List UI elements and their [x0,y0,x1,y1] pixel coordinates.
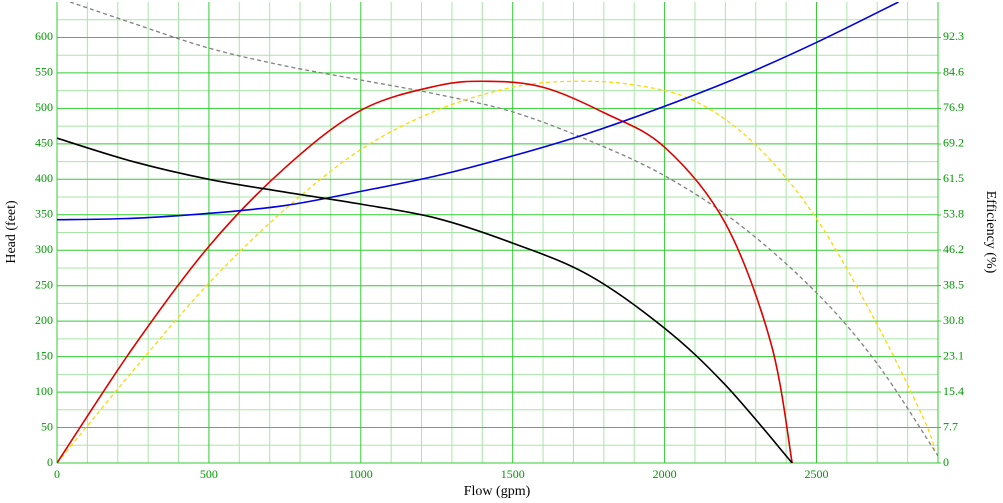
y-tick-label: 200 [35,313,53,327]
series-line [69,2,938,457]
y2-tick-label: 92.3 [943,29,964,43]
x-axis-label: Flow (gpm) [464,484,531,499]
y2-tick-label: 30.8 [943,313,964,327]
y2-tick-label: 69.2 [943,136,964,150]
x-tick-label: 1500 [501,467,525,481]
series-line [57,80,936,463]
y-tick-label: 0 [47,455,53,469]
y-tick-label: 100 [35,384,53,398]
y-tick-label: 250 [35,277,53,291]
series-line [57,2,899,221]
x-tick-label: 2000 [653,467,677,481]
y2-tick-label: 76.9 [943,100,964,114]
labels: 0 500 1000 1500 2000 2500 0 50 100 150 200 250 300 35… [35,29,964,481]
y2-axis-label: Efficiency (%) [983,191,998,274]
y2-tick-label: 46.2 [943,242,964,256]
y-tick-label: 150 [35,348,53,362]
y2-tick-label: 7.7 [943,419,958,433]
x-tick-label: 1000 [349,467,373,481]
series-line [57,80,793,463]
y2-tick-label: 0 [943,455,949,469]
y-tick-label: 500 [35,100,53,114]
y-tick-label: 600 [35,29,53,43]
y2-tick-label: 53.8 [943,207,964,221]
y2-tick-label: 15.4 [943,384,964,398]
y-tick-label: 400 [35,171,53,185]
y-tick-label: 550 [35,65,53,79]
y2-tick-label: 38.5 [943,277,964,291]
x-tick-label: 2500 [804,467,828,481]
y-tick-label: 300 [35,242,53,256]
y-tick-label: 450 [35,136,53,150]
x-tick-label: 0 [54,467,60,481]
y2-tick-label: 23.1 [943,348,964,362]
series-group [57,2,938,463]
series-line [57,137,793,463]
y2-tick-label: 61.5 [943,171,964,185]
y-tick-label: 350 [35,207,53,221]
y2-tick-label: 84.6 [943,65,964,79]
y-tick-label: 50 [41,419,53,433]
y-axis-label: Head (feet) [4,200,19,264]
x-tick-label: 500 [200,467,218,481]
